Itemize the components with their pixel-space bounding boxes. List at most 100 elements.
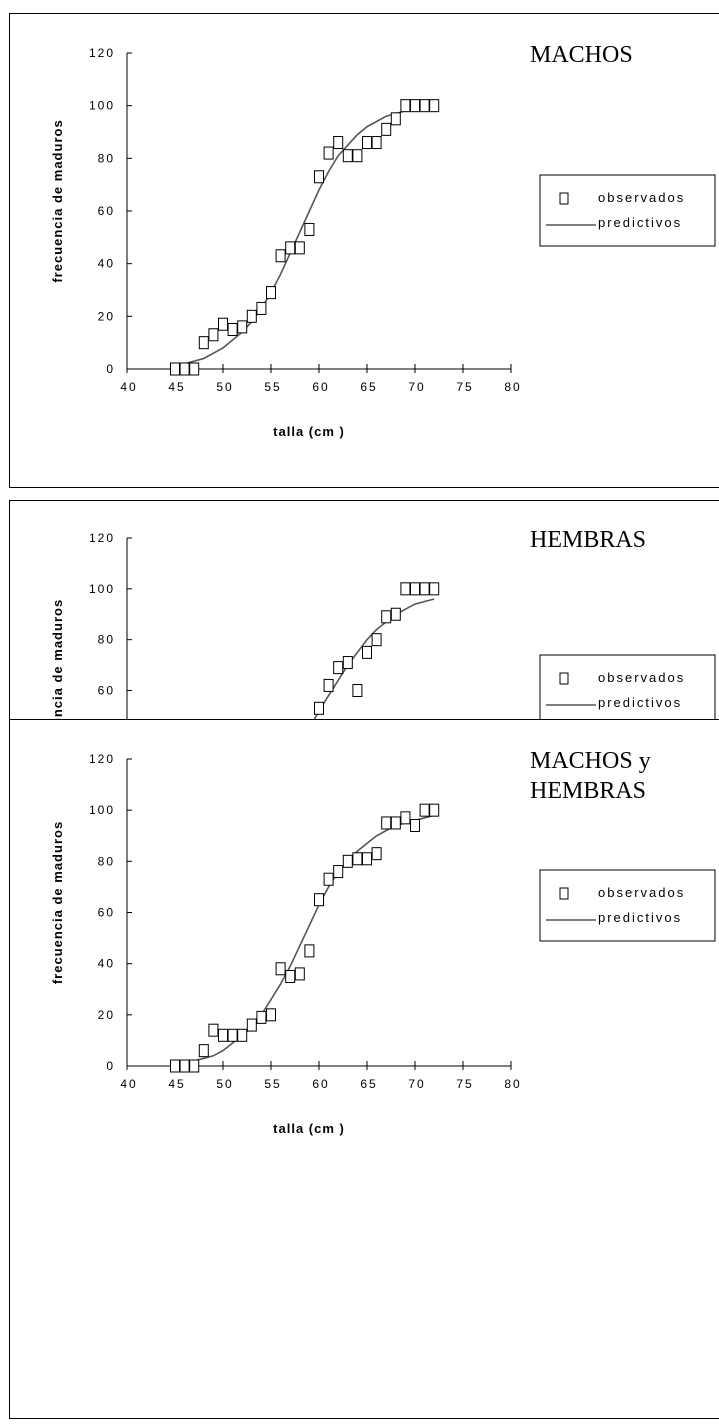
data-point-observados: [294, 241, 305, 255]
data-point-observados: [208, 328, 219, 342]
x-tick-label: 45: [168, 1077, 185, 1091]
chart-panel-1: 0 20 40 60 80 100 120 40 45 50 55 60 65 70 75 80 talla (…: [9, 13, 719, 488]
series-line-predictivos: [174, 104, 435, 368]
data-point-observados: [342, 656, 353, 670]
x-tick-label: 50: [216, 380, 233, 394]
y-tick-label: 60: [98, 906, 115, 920]
data-point-observados: [227, 323, 238, 336]
legend-label-predictivos: predictivos: [598, 215, 682, 230]
data-point-observados: [189, 1059, 200, 1073]
data-point-observados: [381, 122, 392, 136]
x-axis-label: talla (cm ): [273, 1121, 345, 1136]
data-point-observados: [381, 610, 392, 624]
x-tick-label: 80: [504, 380, 521, 394]
y-tick-label: 20: [98, 1008, 115, 1022]
y-tick-label: 20: [98, 309, 115, 323]
x-tick-label: 55: [264, 380, 281, 394]
legend-label-observados: observados: [598, 885, 685, 900]
data-point-observados: [419, 582, 430, 596]
data-point-observados: [352, 684, 363, 697]
x-tick-label: 50: [216, 1077, 233, 1091]
chart-title-line: MACHOS: [530, 42, 633, 68]
chart-title-line: MACHOS y: [530, 748, 651, 774]
data-point-observados: [419, 803, 430, 817]
data-point-observados: [429, 99, 440, 113]
data-point-observados: [333, 661, 344, 675]
data-point-observados: [198, 336, 209, 350]
y-tick-label: 100: [89, 803, 115, 817]
data-point-observados: [246, 1018, 257, 1032]
data-point-observados: [362, 645, 372, 659]
y-tick-label: 80: [98, 854, 115, 868]
data-point-observados: [333, 865, 344, 879]
y-axis-label: frecuencia de maduros: [50, 119, 65, 282]
y-tick-label: 80: [98, 633, 115, 647]
data-point-observados: [390, 816, 401, 830]
data-point-observados: [362, 852, 372, 866]
legend: [539, 869, 716, 942]
data-point-observados: [246, 309, 257, 323]
data-point-observados: [400, 99, 411, 113]
y-tick-label: 80: [98, 151, 115, 165]
data-point-observados: [390, 607, 401, 621]
x-tick-label: 70: [408, 380, 425, 394]
y-tick-label: 40: [98, 257, 115, 271]
data-point-observados: [304, 944, 315, 958]
chart-panel-3: 0 20 40 60 80 100 120 40 45 50 55 60 65 70 75 80 talla (…: [9, 719, 719, 1419]
data-point-observados: [314, 893, 324, 907]
x-tick-label: 60: [312, 380, 329, 394]
legend-label-predictivos: predictivos: [598, 695, 682, 710]
y-tick-label: 0: [106, 1059, 115, 1073]
y-axis-label: frecuencia de maduros: [50, 821, 65, 984]
chart-title: HEMBRAS: [530, 527, 646, 553]
data-point-observados: [371, 633, 382, 647]
y-tick-label: 60: [98, 684, 115, 698]
x-tick-label: 40: [120, 1077, 137, 1091]
chart-title: MACHOS: [530, 42, 633, 68]
data-point-observados: [352, 852, 363, 866]
data-point-observados: [179, 362, 190, 376]
chart-title: MACHOS y HEMBRAS: [530, 748, 651, 804]
x-axis-label: talla (cm ): [273, 424, 345, 439]
y-tick-label: 40: [98, 957, 115, 971]
x-tick-label: 65: [360, 380, 377, 394]
data-point-observados: [400, 582, 411, 596]
data-point-observados: [419, 99, 430, 113]
data-point-observados: [227, 1028, 238, 1042]
data-point-observados: [294, 967, 305, 981]
data-point-observados: [371, 847, 382, 861]
data-point-observados: [237, 320, 248, 334]
data-point-observados: [352, 149, 363, 163]
y-tick-label: 60: [98, 204, 115, 218]
data-point-observados: [323, 872, 334, 886]
data-point-observados: [314, 170, 324, 184]
data-point-observados: [275, 249, 286, 263]
data-point-observados: [198, 1044, 209, 1058]
data-point-observados: [266, 1008, 276, 1022]
x-tick-label: 65: [360, 1077, 377, 1091]
x-tick-label: 55: [264, 1077, 281, 1091]
data-point-observados: [410, 582, 420, 596]
x-tick-label: 75: [456, 380, 473, 394]
y-tick-label: 120: [89, 46, 115, 60]
data-point-observados: [323, 678, 334, 692]
data-point-observados: [410, 819, 420, 833]
data-point-observados: [314, 701, 324, 715]
chart-title-line: HEMBRAS: [530, 778, 646, 804]
x-tick-label: 80: [504, 1077, 521, 1091]
x-tick-label: 70: [408, 1077, 425, 1091]
data-point-observados: [429, 803, 440, 817]
legend-marker-observados: [559, 192, 569, 205]
data-point-observados: [256, 1010, 267, 1024]
data-point-observados: [179, 1059, 190, 1073]
data-point-observados: [371, 136, 382, 150]
x-tick-label: 45: [168, 380, 185, 394]
data-point-observados: [342, 854, 353, 868]
data-point-observados: [275, 962, 286, 976]
legend-marker-observados: [559, 887, 569, 900]
data-point-observados: [429, 582, 440, 596]
data-point-observados: [218, 317, 228, 331]
y-tick-label: 100: [89, 99, 115, 113]
chart-title-line: HEMBRAS: [530, 527, 646, 553]
y-tick-label: 100: [89, 582, 115, 596]
